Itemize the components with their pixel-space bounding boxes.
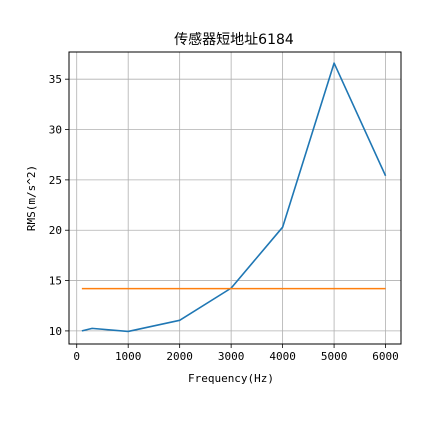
x-tick-label: 0 <box>73 350 80 363</box>
x-tick-label: 3000 <box>218 350 245 363</box>
x-tick-label: 2000 <box>166 350 193 363</box>
grid <box>69 52 401 344</box>
x-axis-label: Frequency(Hz) <box>188 372 274 385</box>
x-tick-label: 6000 <box>372 350 399 363</box>
y-tick-label: 25 <box>49 174 62 187</box>
y-axis-label: RMS(m/s^2) <box>25 165 38 231</box>
series-line-1 <box>81 62 387 333</box>
plot-frame <box>68 51 402 345</box>
y-axis: 10 15 20 25 30 35 <box>49 73 69 338</box>
x-tick-label: 4000 <box>269 350 296 363</box>
y-tick-label: 20 <box>49 224 62 237</box>
y-tick-label: 35 <box>49 73 62 86</box>
y-tick-label: 10 <box>49 325 62 338</box>
x-axis: 0 1000 2000 3000 4000 5000 6000 <box>73 344 399 363</box>
x-tick-label: 5000 <box>321 350 348 363</box>
y-tick-label: 30 <box>49 124 62 137</box>
chart-title: 传感器短地址6184 <box>174 31 294 48</box>
y-tick-label: 15 <box>49 275 62 288</box>
series-group <box>81 62 387 333</box>
x-tick-label: 1000 <box>115 350 142 363</box>
